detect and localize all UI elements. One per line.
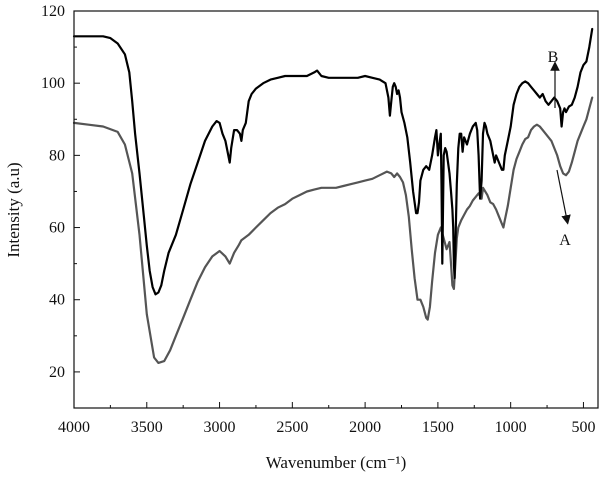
plot-frame [73, 10, 599, 409]
annotation-layer: AB [548, 49, 572, 249]
y-tick-label: 20 [49, 364, 65, 381]
y-tick-label: 100 [41, 75, 65, 92]
x-tick-label: 4000 [58, 419, 90, 436]
x-tick-label: 2000 [349, 419, 381, 436]
x-tick-label: 500 [571, 419, 595, 436]
y-tick-label: 40 [49, 292, 65, 309]
annotation-label-a: A [559, 232, 571, 249]
annotation-arrow-a [556, 169, 571, 225]
series-line-a [72, 96, 594, 364]
x-tick-label: 2500 [276, 419, 308, 436]
x-tick-label: 3000 [204, 419, 236, 436]
y-tick-label: 80 [49, 147, 65, 164]
x-tick-label: 1000 [495, 419, 527, 436]
annotation-label-b: B [548, 49, 559, 66]
x-tick-label: 3500 [131, 419, 163, 436]
x-axis-title: Wavenumber (cm⁻¹) [266, 453, 407, 472]
y-axis-title: Intensity (a.u) [4, 162, 23, 257]
series-layer [72, 27, 594, 364]
y-tick-label: 60 [49, 220, 65, 237]
ticks-layer: 4000 3500 3000 2500 2000 1500 1000 500 20 40 60 80 1… [41, 3, 595, 436]
y-tick-label: 120 [41, 3, 65, 20]
x-tick-label: 1500 [422, 419, 454, 436]
series-line-b [72, 27, 594, 296]
